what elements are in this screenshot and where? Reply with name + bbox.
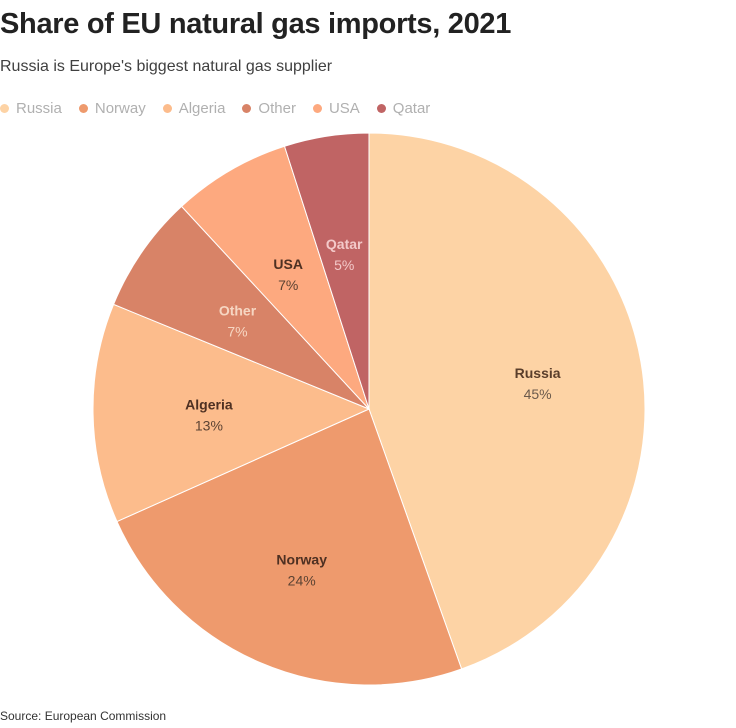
chart-legend: Russia Norway Algeria Other USA Qatar [0,100,447,117]
slice-value-algeria: 13% [195,418,223,434]
slice-label-usa: USA [273,256,303,272]
legend-swatch [312,104,322,113]
legend-item-usa: USA [312,100,360,117]
chart-subtitle: Russia is Europe's biggest natural gas s… [0,58,333,75]
pie-slice-russia [368,132,646,670]
legend-swatch [162,104,172,113]
slice-value-norway: 24% [288,572,316,588]
slice-label-norway: Norway [276,551,327,567]
pie-slice-qatar [283,132,370,410]
legend-label: Algeria [178,100,226,117]
legend-label: Other [258,100,296,117]
pie-slice-algeria [92,303,371,523]
legend-swatch [242,104,252,113]
legend-swatch [376,104,386,113]
legend-item-algeria: Algeria [162,100,226,117]
legend-label: Norway [94,100,146,117]
legend-swatch [0,104,9,113]
slice-value-usa: 7% [278,277,298,293]
chart-title: Share of EU natural gas imports, 2021 [0,8,512,40]
legend-label: Russia [16,100,62,117]
slice-value-russia: 45% [524,386,552,402]
slice-labels: Russia 45% Norway 24% Algeria 13% Other 7% USA 7%… [185,236,561,588]
pie-slice-norway [116,408,463,686]
legend-item-qatar: Qatar [376,100,431,117]
slice-label-algeria: Algeria [185,397,233,413]
legend-item-other: Other [242,100,296,117]
legend-item-norway: Norway [78,100,146,117]
slice-label-russia: Russia [515,365,561,381]
chart-source: Source: European Commission [0,709,167,723]
slice-value-other: 7% [227,324,247,340]
legend-swatch [78,104,88,113]
slice-value-qatar: 5% [334,257,354,273]
legend-label: USA [328,100,360,117]
legend-label: Qatar [392,100,431,117]
legend-item-russia: Russia [0,100,62,117]
slice-label-other: Other [219,303,257,319]
pie-slice-usa [180,145,370,410]
pie-slice-other [112,205,370,410]
slice-label-qatar: Qatar [326,236,363,252]
